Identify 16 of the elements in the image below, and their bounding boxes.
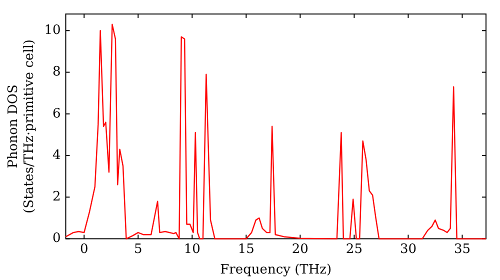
x-tick-label: 30	[400, 242, 416, 257]
x-tick-label: 0	[80, 242, 88, 257]
x-tick-label: 25	[346, 242, 362, 257]
x-tick-label: 5	[134, 242, 142, 257]
x-tick-label: 35	[454, 242, 471, 257]
y-axis-title: Phonon DOS (States/THz·primitive cell)	[6, 39, 37, 214]
x-tick-label: 15	[238, 242, 254, 257]
y-tick-label: 8	[52, 64, 61, 80]
y-tick-label: 2	[52, 190, 61, 205]
y-tick-label: 0	[52, 231, 61, 246]
x-tick-label: 10	[184, 242, 200, 257]
y-tick-label: 6	[52, 106, 61, 122]
x-axis-title: Frequency (THz)	[220, 262, 332, 278]
y-tick-label: 4	[52, 148, 61, 163]
x-tick-label: 20	[292, 242, 308, 257]
y-tick-label: 10	[44, 23, 61, 38]
